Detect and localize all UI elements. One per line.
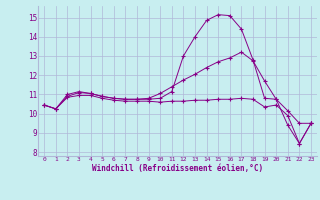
X-axis label: Windchill (Refroidissement éolien,°C): Windchill (Refroidissement éolien,°C) [92, 164, 263, 173]
